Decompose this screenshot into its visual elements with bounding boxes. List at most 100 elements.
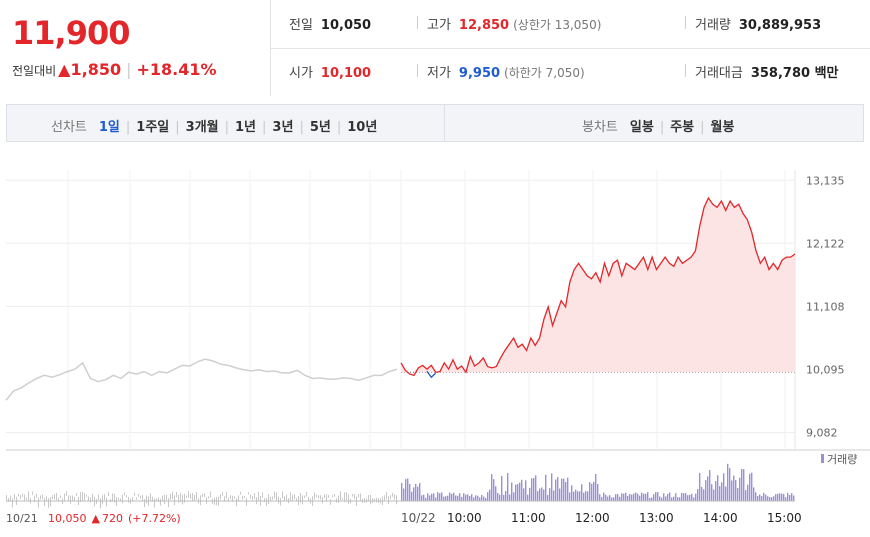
line-period-option-1[interactable]: 1주일: [136, 120, 170, 135]
prev-volume-bar: [126, 495, 127, 498]
prev-volume-bar: [40, 495, 41, 500]
line-period-option-4[interactable]: 3년: [272, 120, 294, 135]
volume-bar: [789, 494, 791, 501]
prev-volume-bar: [120, 498, 121, 501]
prev-volume-bar: [162, 495, 163, 501]
volume-bar: [697, 488, 699, 501]
prev-volume-bar: [370, 494, 371, 505]
line-period-option-2[interactable]: 3개월: [185, 120, 219, 135]
line-period-option-3[interactable]: 1년: [235, 120, 257, 135]
volume-bar: [433, 493, 435, 501]
prev-volume-bar: [292, 494, 293, 501]
prev-volume-bar: [90, 497, 91, 503]
prev-volume-bar: [304, 495, 305, 499]
y-axis-labels: 13,135 12,122 11,108 10,095 9,082: [806, 174, 845, 439]
prev-volume-bar: [74, 496, 75, 501]
y-tick-label-3: 10,095: [806, 363, 845, 376]
prev-volume-bar: [82, 491, 83, 501]
prev-volume-bar: [172, 491, 173, 500]
volume-bar: [405, 479, 407, 501]
volume-bar: [623, 493, 625, 501]
volume-bar: [511, 482, 513, 501]
volume-bar: [491, 474, 493, 501]
line-period-option-6[interactable]: 10년: [347, 120, 378, 135]
volume-bar: [791, 493, 793, 501]
volume-bar: [419, 483, 421, 501]
volume-bar: [479, 497, 481, 501]
volume-bar: [547, 494, 549, 501]
prev-volume-bar: [102, 495, 103, 505]
volume-bar: [615, 494, 617, 501]
volume-bar: [589, 482, 591, 501]
lower-limit: (하한가 7,050): [504, 66, 585, 80]
prev-volume-bar: [240, 491, 241, 495]
prev-day-summary: 10,050 ▲ 720 (+7.72%): [48, 512, 181, 525]
prev-volume-bar: [166, 494, 167, 501]
volume-bar: [463, 493, 465, 501]
prev-volume-bar: [368, 495, 369, 502]
volume-bar: [495, 486, 497, 501]
volume-bar: [551, 473, 553, 501]
candle-chart-periods: 봉차트 일봉 | 주봉 | 월봉: [582, 116, 734, 135]
candle-period-option-0[interactable]: 일봉: [629, 120, 654, 135]
prev-volume-bar: [28, 491, 29, 502]
line-chart-title: 선차트: [51, 120, 87, 135]
prev-volume-bar: [290, 492, 291, 501]
line-period-option-0[interactable]: 1일: [98, 120, 120, 135]
prev-volume-bar: [264, 498, 265, 502]
prev-volume-bar: [272, 496, 273, 500]
volume-bar: [601, 497, 603, 501]
quote-grid: 전일 10,050 고가 12,850 (상한가 13,050) 거래량 30,889,…: [270, 0, 870, 96]
volume-bar: [415, 483, 417, 501]
candle-period-option-1[interactable]: 주봉: [670, 120, 695, 135]
prev-volume-bar: [210, 491, 211, 498]
option-divider: |: [125, 120, 131, 135]
prev-volume-bar: [280, 497, 281, 506]
volume-bar: [679, 497, 681, 501]
volume-bar: [617, 494, 619, 501]
low-price: 저가 9,950 (하한가 7,050): [417, 62, 585, 81]
prev-close-value: 10,050: [320, 18, 372, 33]
volume-bar: [499, 494, 501, 501]
prev-volume-bar: [50, 497, 51, 507]
prev-volume-bar: [242, 495, 243, 500]
volume-bar: [643, 493, 645, 501]
prev-volume-bar: [128, 496, 129, 503]
prev-volume-bar: [374, 498, 375, 502]
line-period-option-5[interactable]: 5년: [309, 120, 331, 135]
volume-bar: [541, 487, 543, 501]
prev-volume-bar: [142, 495, 143, 501]
prev-volume-bar: [64, 493, 65, 501]
x-tick-label-5: 14:00: [703, 511, 738, 525]
prev-volume-bar: [278, 496, 279, 504]
prev-volume-bar: [168, 498, 169, 508]
prev-volume-bar: [328, 495, 329, 498]
volume-bar: [485, 497, 487, 501]
candle-period-option-2[interactable]: 월봉: [710, 120, 735, 135]
prev-volume-bar: [200, 495, 201, 506]
prev-volume-bar: [306, 491, 307, 497]
prev-volume-bar: [300, 492, 301, 503]
prev-volume-bar: [340, 491, 341, 501]
prev-volume-bar: [140, 495, 141, 499]
volume-bar: [581, 484, 583, 501]
volume-bar: [525, 480, 527, 501]
prev-volume-bar: [270, 496, 271, 502]
prev-volume-bar: [390, 495, 391, 500]
option-divider: |: [336, 120, 342, 135]
volume-bar: [597, 483, 599, 501]
prev-volume-bar: [204, 493, 205, 497]
upper-limit: (상한가 13,050): [513, 18, 602, 32]
volume-bar: [455, 495, 457, 501]
prev-volume-bar: [194, 494, 195, 501]
volume-bar: [691, 493, 693, 501]
volume-bar: [727, 463, 729, 501]
prev-volume-bar: [118, 497, 119, 500]
prev-volume-bar: [94, 496, 95, 507]
prev-volume-bar: [314, 492, 315, 500]
volume-bar: [571, 485, 573, 501]
volume-bar: [497, 492, 499, 501]
prev-day-change-pct: (+7.72%): [128, 512, 181, 525]
volume-bar: [567, 477, 569, 501]
prev-volume-bar: [182, 494, 183, 505]
